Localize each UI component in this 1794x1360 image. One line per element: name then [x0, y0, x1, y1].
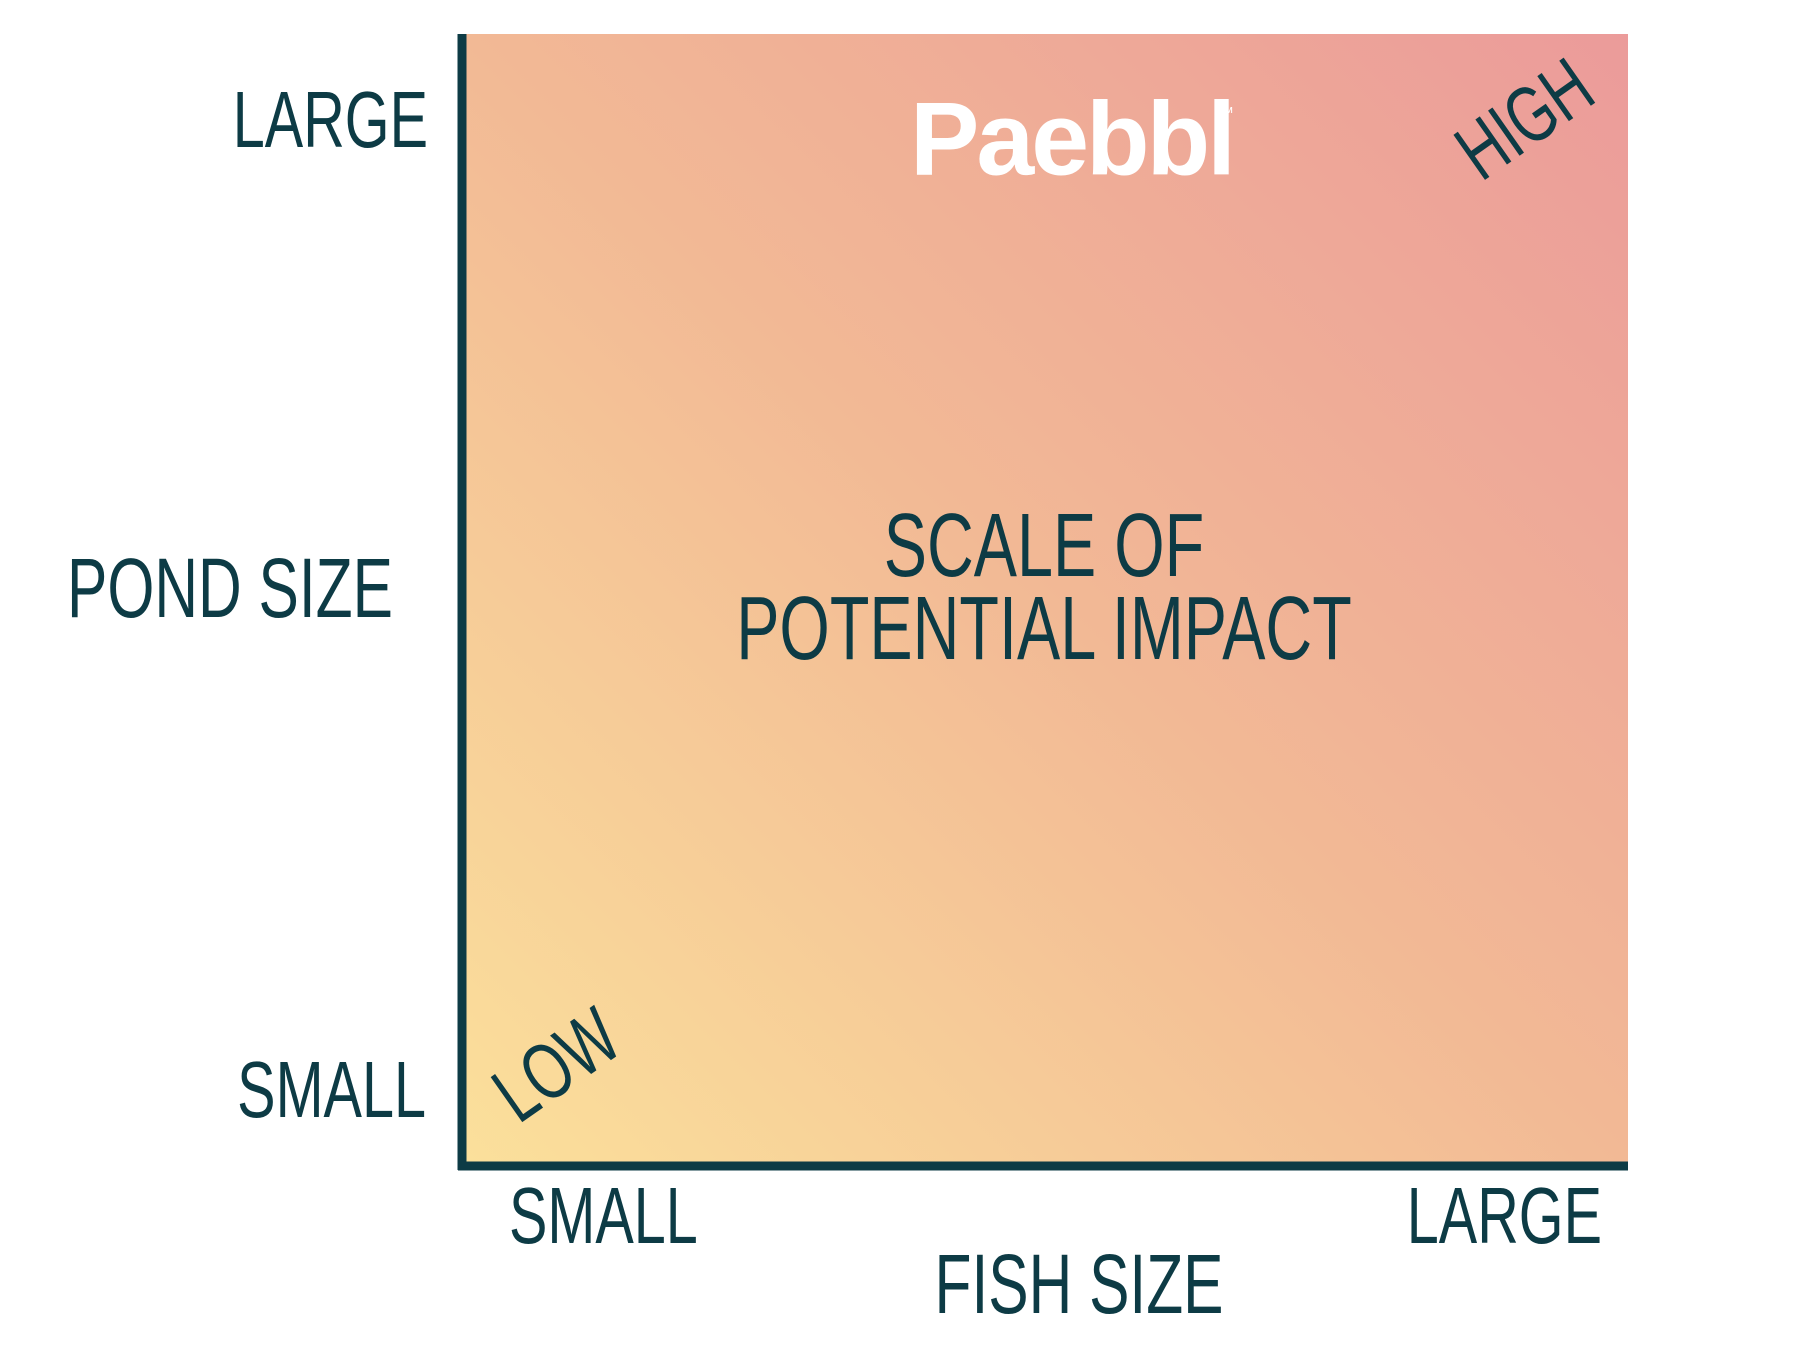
y-high-label: LARGE — [233, 75, 428, 165]
x-low-label: SMALL — [509, 1171, 698, 1261]
x-axis-title: FISH SIZE — [935, 1237, 1224, 1331]
center-line-2: POTENTIAL IMPACT — [736, 577, 1352, 678]
y-low-label: SMALL — [237, 1045, 426, 1135]
trademark: ™ — [1218, 105, 1234, 122]
logo: Paebbl — [910, 81, 1233, 197]
y-axis-title: POND SIZE — [67, 541, 393, 635]
impact-gradient — [464, 34, 1628, 1164]
center-line-1: SCALE OF — [884, 494, 1204, 595]
x-high-label: LARGE — [1407, 1171, 1602, 1261]
